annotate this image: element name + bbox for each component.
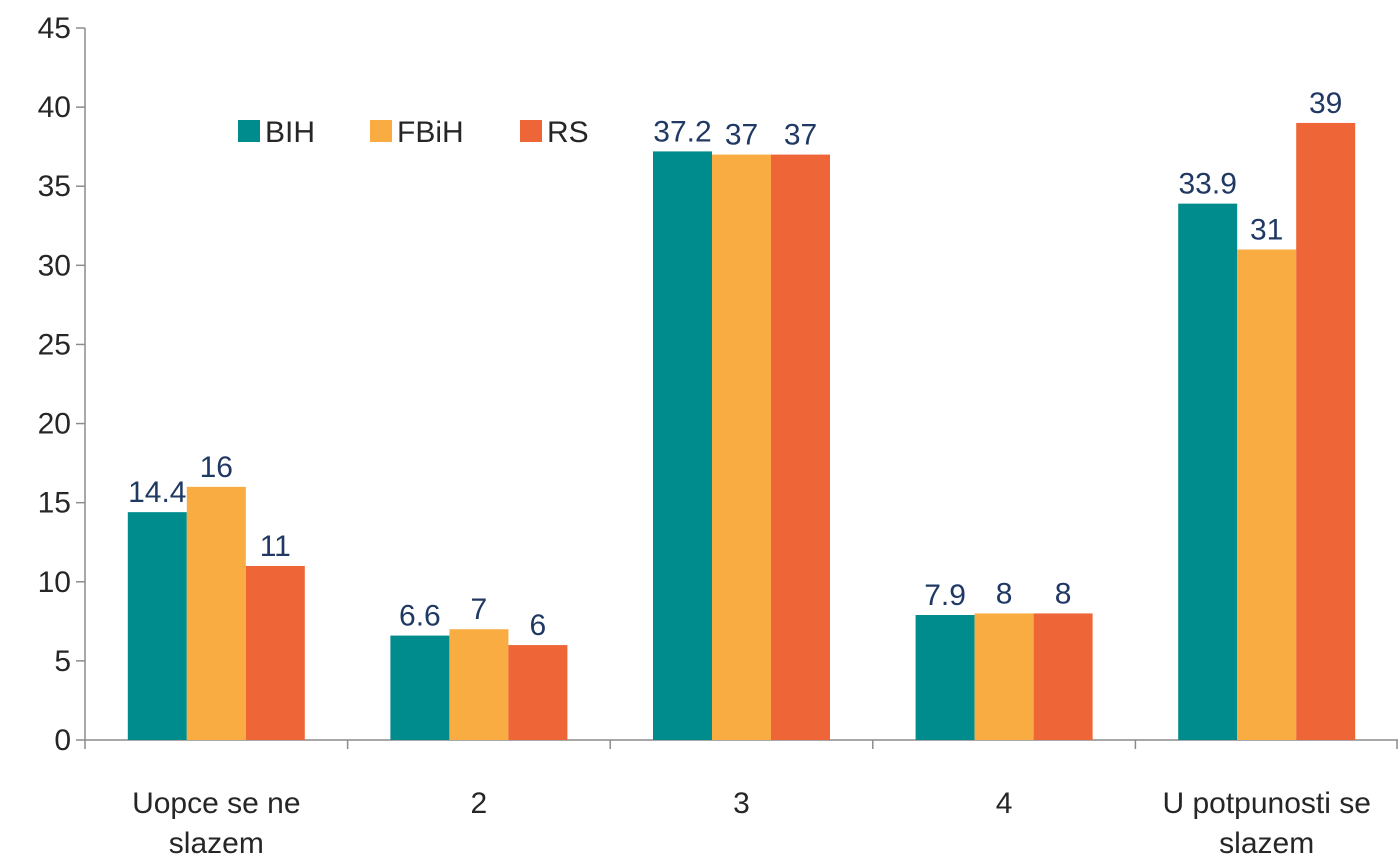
bar-fbih-4 — [1237, 249, 1297, 740]
y-tick-label: 15 — [38, 487, 71, 520]
legend-swatch-bih — [238, 120, 260, 142]
y-tick-label: 0 — [54, 724, 71, 757]
data-label-fbih-3: 8 — [996, 577, 1013, 610]
y-tick-label: 45 — [38, 12, 71, 45]
bars — [127, 122, 1356, 741]
legend-label-rs: RS — [547, 116, 589, 149]
y-axis: 0 5 10 15 20 25 30 35 40 45 — [38, 12, 86, 757]
data-label-fbih-1: 7 — [471, 593, 488, 626]
x-category-label: 4 — [996, 787, 1013, 820]
y-tick-label: 35 — [38, 170, 71, 203]
bar-rs-2 — [771, 154, 830, 741]
legend-swatch-fbih — [370, 120, 392, 142]
data-label-bih-3: 7.9 — [924, 579, 966, 612]
data-label-rs-0: 11 — [260, 530, 291, 563]
x-category-label: Uopce se ne slazem — [132, 787, 300, 860]
legend-label-bih: BIH — [265, 116, 315, 149]
bar-fbih-2 — [712, 154, 771, 741]
data-label-rs-1: 6 — [530, 609, 547, 642]
y-tick-label: 10 — [38, 566, 71, 599]
x-category-label: 3 — [733, 787, 750, 820]
data-label-bih-4: 33.9 — [1179, 168, 1237, 201]
x-category-label: 2 — [471, 787, 488, 820]
data-label-rs-4: 39 — [1309, 87, 1342, 120]
data-label-bih-1: 6.6 — [399, 600, 441, 633]
legend: BIH FBiH RS — [238, 116, 589, 149]
data-label-bih-0: 14.4 — [128, 476, 186, 509]
data-label-fbih-4: 31 — [1250, 214, 1283, 247]
data-label-fbih-2: 37 — [725, 119, 758, 152]
bar-rs-3 — [1033, 613, 1093, 740]
bar-rs-4 — [1296, 122, 1356, 740]
bar-fbih-0 — [186, 486, 246, 740]
data-label-bih-2: 37.2 — [653, 115, 711, 148]
y-tick-label: 5 — [54, 645, 71, 678]
bar-bih-3 — [915, 615, 975, 740]
legend-swatch-rs — [520, 120, 542, 142]
y-tick-label: 40 — [38, 91, 71, 124]
y-tick-label: 25 — [38, 328, 71, 361]
y-tick-label: 30 — [38, 249, 71, 282]
data-label-rs-3: 8 — [1055, 577, 1072, 610]
bar-bih-2 — [653, 151, 712, 740]
x-category-label: U potpunosti se slazem — [1162, 787, 1370, 860]
bar-fbih-3 — [974, 613, 1034, 740]
legend-label-fbih: FBiH — [397, 116, 464, 149]
data-label-rs-2: 37 — [784, 119, 817, 152]
data-label-fbih-0: 16 — [200, 451, 233, 484]
bar-rs-1 — [508, 645, 568, 740]
bar-rs-0 — [245, 565, 305, 740]
bar-bih-4 — [1178, 203, 1238, 741]
bar-bih-1 — [390, 635, 450, 740]
y-tick-label: 20 — [38, 408, 71, 441]
x-axis: Uopce se ne slazem 2 3 4 U potpunosti se slaze… — [84, 739, 1398, 860]
bar-bih-0 — [127, 512, 187, 740]
data-labels: 14.4 6.6 37.2 7.9 33.9 16 7 37 8 31 11 6 37 8 39 — [128, 87, 1342, 642]
bar-fbih-1 — [449, 629, 509, 740]
